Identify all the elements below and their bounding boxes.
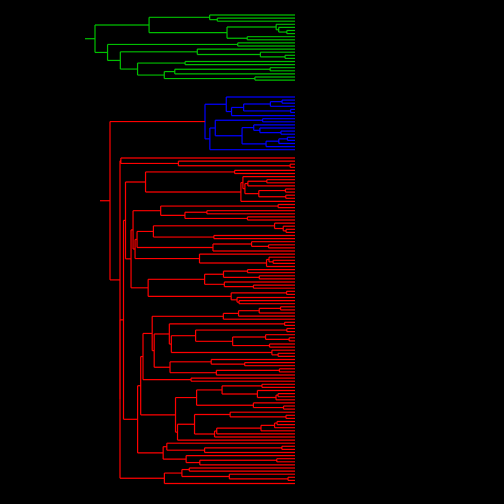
leaf-label: s145 <box>300 462 315 469</box>
dendrogram-plot: s0s1s2s3s4s5s6s7s8s9s10s11s12s13s14s15s1… <box>0 0 504 504</box>
